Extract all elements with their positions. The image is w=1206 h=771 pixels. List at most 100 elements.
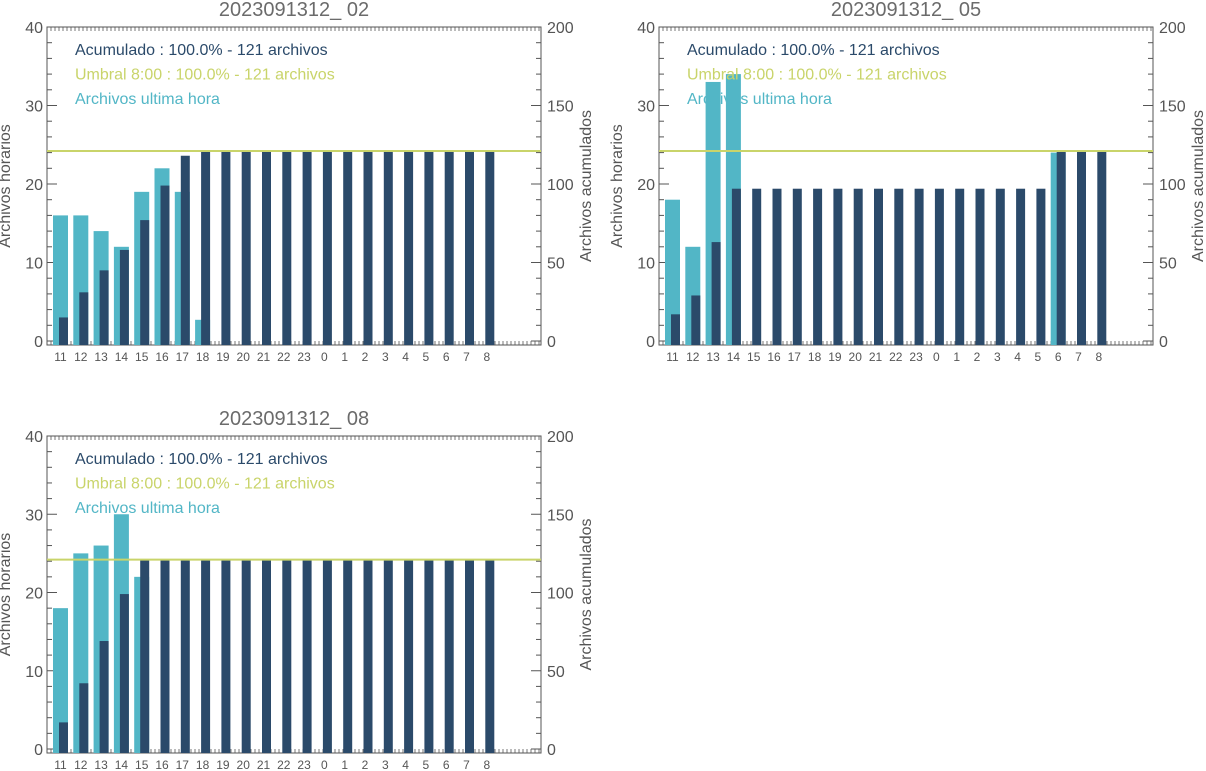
bar-acumulado xyxy=(955,188,965,345)
bar-acumulado xyxy=(444,559,454,753)
x-tick-label: 13 xyxy=(706,350,720,364)
y-tick-label: 20 xyxy=(25,177,43,194)
bar-acumulado xyxy=(792,188,802,345)
bar-acumulado xyxy=(731,188,741,345)
bar-acumulado xyxy=(282,559,292,753)
legend-entry-ultima-hora: Archivos ultima hora xyxy=(687,91,832,108)
x-tick-label: 17 xyxy=(176,758,190,771)
y2-tick-label: 200 xyxy=(547,20,574,37)
y-tick-label: 10 xyxy=(637,256,655,273)
y-axis-label: Archivos horarios xyxy=(0,533,14,657)
bar-acumulado xyxy=(404,151,414,345)
x-tick-label: 7 xyxy=(463,758,470,771)
x-tick-label: 15 xyxy=(135,758,149,771)
x-tick-label: 6 xyxy=(443,758,450,771)
bar-acumulado xyxy=(914,188,924,345)
bar-acumulado xyxy=(874,188,883,345)
y-tick-label: 40 xyxy=(25,20,43,37)
x-tick-label: 11 xyxy=(54,758,67,771)
bar-acumulado xyxy=(485,559,495,753)
y-tick-label: 40 xyxy=(637,20,655,37)
y-tick-label: 10 xyxy=(25,664,43,681)
x-tick-label: 0 xyxy=(321,758,328,771)
x-tick-label: 18 xyxy=(196,350,210,364)
x-tick-label: 5 xyxy=(423,758,430,771)
x-tick-label: 7 xyxy=(1075,350,1082,364)
x-tick-label: 22 xyxy=(889,350,903,364)
bar-acumulado xyxy=(671,314,680,345)
x-tick-label: 15 xyxy=(747,350,761,364)
bar-acumulado xyxy=(201,151,211,345)
x-tick-label: 19 xyxy=(216,350,230,364)
bar-acumulado xyxy=(282,151,292,345)
x-tick-label: 11 xyxy=(54,350,67,364)
bar-acumulado xyxy=(465,559,474,753)
x-tick-label: 20 xyxy=(237,350,251,364)
legend-entry-ultima-hora: Archivos ultima hora xyxy=(75,91,220,108)
bar-acumulado xyxy=(322,151,332,345)
bar-acumulado xyxy=(160,185,170,345)
y-axis-label: Archivos horarios xyxy=(0,124,14,248)
bar-acumulado xyxy=(322,559,332,753)
x-tick-label: 4 xyxy=(1014,350,1021,364)
x-tick-label: 22 xyxy=(277,758,291,771)
bar-acumulado xyxy=(934,188,944,345)
y-tick-label: 30 xyxy=(25,99,43,116)
chart-panel-1: 2023091312_ 02010203040050100150200Archi… xyxy=(0,0,595,364)
bar-acumulado xyxy=(995,188,1005,345)
x-tick-label: 12 xyxy=(686,350,700,364)
plot-frame xyxy=(46,26,542,346)
x-tick-label: 21 xyxy=(257,758,271,771)
y2-axis-label: Archivos acumulados xyxy=(578,110,595,262)
bar-acumulado xyxy=(302,559,312,753)
x-tick-label: 0 xyxy=(321,350,328,364)
bar-acumulado xyxy=(302,151,312,345)
x-tick-label: 21 xyxy=(257,350,271,364)
y2-tick-label: 200 xyxy=(1159,20,1186,37)
legend-entry-umbral: Umbral 8:00 : 100.0% - 121 archivos xyxy=(687,67,947,84)
bar-acumulado xyxy=(180,155,190,345)
y-tick-label: 30 xyxy=(25,507,43,524)
x-tick-label: 15 xyxy=(135,350,149,364)
plot-frame xyxy=(46,435,542,754)
bar-ultima-hora xyxy=(665,199,680,345)
y2-tick-label: 0 xyxy=(547,334,556,351)
y-tick-label: 0 xyxy=(646,334,655,351)
y2-tick-label: 0 xyxy=(547,742,556,759)
x-tick-label: 23 xyxy=(297,350,311,364)
y2-tick-label: 150 xyxy=(547,507,574,524)
x-tick-label: 1 xyxy=(341,758,348,771)
x-tick-label: 13 xyxy=(94,350,108,364)
x-tick-label: 16 xyxy=(155,350,169,364)
x-tick-label: 12 xyxy=(74,350,88,364)
bar-acumulado xyxy=(383,151,393,345)
x-tick-label: 20 xyxy=(237,758,251,771)
y-tick-label: 20 xyxy=(25,586,43,603)
x-tick-label: 14 xyxy=(115,758,129,771)
x-tick-label: 23 xyxy=(909,350,923,364)
x-tick-label: 4 xyxy=(402,350,409,364)
bar-acumulado xyxy=(343,151,353,345)
bar-acumulado xyxy=(1097,151,1107,345)
bar-acumulado xyxy=(752,188,762,345)
bar-acumulado xyxy=(424,559,434,753)
bar-acumulado xyxy=(1056,151,1066,345)
x-tick-label: 21 xyxy=(869,350,883,364)
bar-acumulado xyxy=(1077,151,1086,345)
bar-acumulado xyxy=(894,188,904,345)
bar-acumulado xyxy=(221,559,231,753)
bar-acumulado xyxy=(1036,188,1046,345)
bar-acumulado xyxy=(99,641,109,753)
bar-acumulado xyxy=(241,559,251,753)
y-tick-label: 20 xyxy=(637,177,655,194)
x-tick-label: 11 xyxy=(666,350,679,364)
x-tick-label: 13 xyxy=(94,758,108,771)
bar-acumulado xyxy=(99,270,109,345)
bar-acumulado xyxy=(262,151,271,345)
chart-panel-3: 2023091312_ 08010203040050100150200Archi… xyxy=(0,408,595,771)
bar-acumulado xyxy=(1016,188,1026,345)
y-tick-label: 30 xyxy=(637,99,655,116)
bar-ultima-hora xyxy=(53,215,68,345)
x-tick-label: 4 xyxy=(402,758,409,771)
